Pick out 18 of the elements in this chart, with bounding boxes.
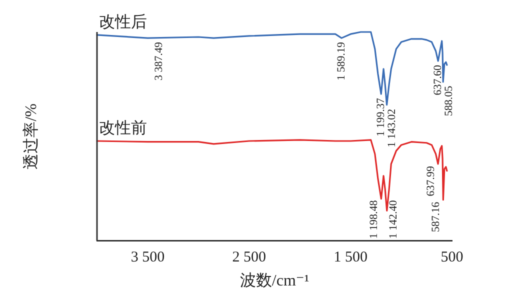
annotation: 3 387.49 (153, 42, 166, 81)
x-tick-label: 500 (440, 250, 464, 266)
annotation: 637.99 (424, 165, 437, 196)
series-label: 改性前 (99, 119, 147, 138)
annotation: 587.16 (430, 201, 442, 232)
series-label: 改性后 (99, 13, 147, 32)
annotation: 1 143.02 (386, 108, 398, 148)
annotation: 1 142.40 (388, 200, 400, 239)
y-axis-title: 透过率/% (22, 104, 40, 170)
annotation: 637.60 (432, 64, 444, 96)
annotation: 1 589.19 (335, 42, 348, 81)
annotation: 588.05 (442, 85, 455, 116)
x-tick-label: 3 500 (130, 250, 165, 266)
x-axis-title: 波数/cm⁻¹ (240, 272, 310, 290)
annotation: 1 198.48 (368, 200, 380, 239)
x-tick-label: 2 500 (232, 250, 266, 266)
annotation: 1 199.37 (374, 98, 387, 137)
x-tick-label: 1 500 (334, 250, 368, 266)
